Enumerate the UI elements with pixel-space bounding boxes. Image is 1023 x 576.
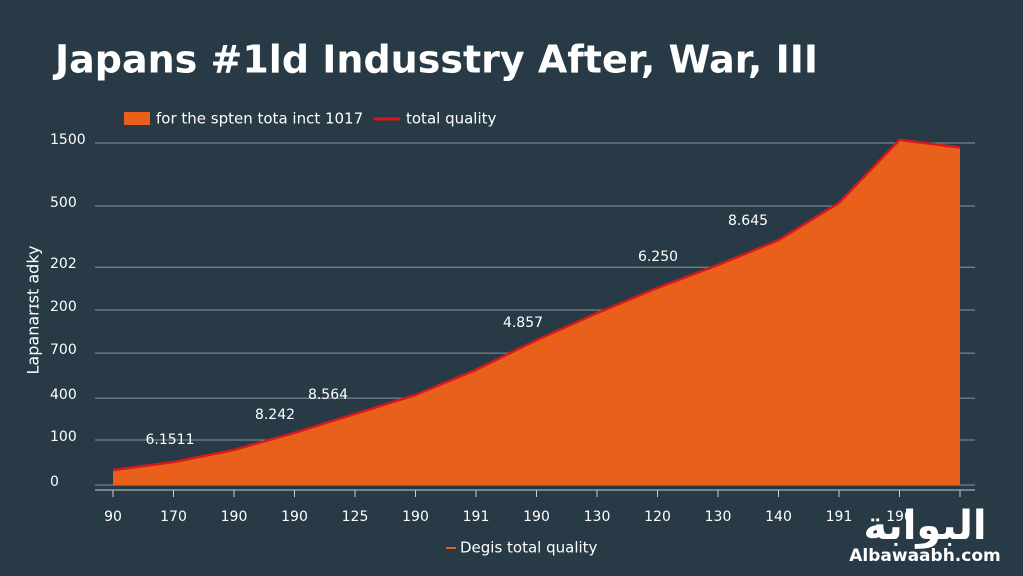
x-tick-label: 125 [342, 509, 369, 525]
x-tick-label: 140 [765, 509, 792, 525]
x-tick-label: 190 [523, 509, 550, 525]
y-tick-label: 100 [50, 429, 77, 445]
annotation: 8.645 [728, 213, 768, 229]
chart-title: Japans #1ld Indusstry After, War, III [52, 38, 818, 82]
x-tick-label: 170 [160, 509, 187, 525]
x-tick-label: 120 [644, 509, 671, 525]
y-tick-label: 0 [50, 474, 59, 490]
legend-label: for the spten tota inct 1017 [156, 110, 363, 128]
x-tick-label: 190 [281, 509, 308, 525]
annotation: 8.564 [308, 387, 348, 403]
annotation: 8.242 [255, 407, 295, 423]
line [112, 138, 961, 472]
annotation: 4.857 [503, 315, 543, 331]
annotation: 6.1511 [146, 432, 195, 448]
y-tick-label: 500 [50, 195, 77, 211]
x-tick-label: 190 [221, 509, 248, 525]
x-tick-label: 90 [104, 509, 122, 525]
x-tick-label: 191 [826, 509, 853, 525]
y-tick-label: 700 [50, 342, 77, 358]
y-tick-label: 1500 [50, 132, 86, 148]
x-tick-label: 190 [886, 509, 913, 525]
x-tick-label: 190 [402, 509, 429, 525]
y-tick-label: 202 [50, 256, 77, 272]
watermark-latin: Albawaabh.com [849, 546, 1000, 566]
annotation: 6.250 [638, 249, 678, 265]
y-tick-label: 200 [50, 299, 77, 315]
legend-label: total quality [406, 110, 497, 128]
x-tick-label: 130 [584, 509, 611, 525]
legend-swatch [124, 112, 150, 125]
x-tick-label: 130 [705, 509, 732, 525]
watermark-arabic: البوابة [863, 503, 986, 549]
x-axis-label: Degis total quality [460, 539, 598, 557]
y-tick-label: 400 [50, 387, 77, 403]
area [113, 139, 960, 485]
plot: 0 100 400 700 200 202 500 1500 90 170 190 190 125 190… [50, 132, 975, 525]
x-tick-label: 191 [463, 509, 490, 525]
y-axis-label: Lapanarɪst adky [24, 246, 43, 375]
